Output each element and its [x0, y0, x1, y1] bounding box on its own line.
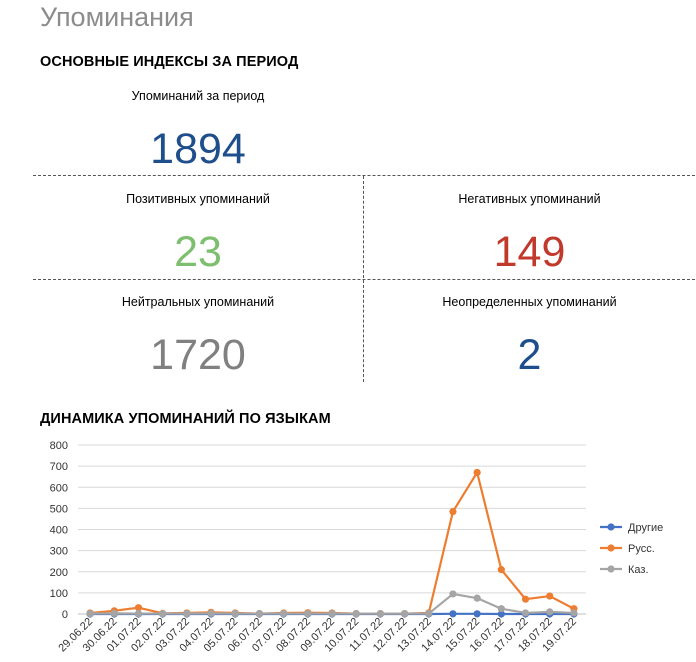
y-tick-label: 100: [50, 588, 68, 600]
undefined-mentions-value: 2: [517, 331, 542, 379]
positive-mentions-value: 23: [174, 228, 222, 276]
data-point: [497, 605, 505, 613]
data-point: [352, 609, 360, 618]
y-tick-label: 600: [50, 482, 68, 494]
divider-horizontal-top: [33, 175, 695, 176]
undefined-mentions-label: Неопределенных упоминаний: [442, 295, 617, 309]
page-title: Упоминания: [40, 2, 194, 32]
divider-horizontal-middle: [33, 279, 695, 280]
chart-grid: [78, 444, 586, 615]
data-point: [425, 609, 433, 618]
data-point: [570, 609, 578, 617]
legend-label: Каз.: [628, 564, 649, 576]
negative-mentions-label: Негативных упоминаний: [458, 192, 601, 206]
data-point: [328, 609, 336, 618]
data-point: [159, 609, 167, 618]
data-point: [449, 507, 457, 516]
series-3: [86, 590, 578, 618]
chart-series: [86, 468, 578, 618]
y-tick-label: 300: [50, 546, 68, 558]
data-point: [304, 609, 312, 618]
legend-label: Другие: [628, 522, 663, 534]
data-point: [280, 609, 288, 618]
legend-swatch-marker: [607, 544, 615, 552]
data-point: [183, 609, 191, 618]
data-point: [521, 595, 530, 603]
data-point: [497, 610, 505, 618]
data-point: [400, 609, 409, 618]
legend-swatch-marker: [607, 523, 615, 531]
data-point: [546, 592, 554, 600]
legend-swatch-marker: [607, 565, 615, 573]
data-point: [521, 609, 530, 617]
total-mentions-value: 1894: [150, 125, 246, 173]
negative-mentions-value: 149: [493, 228, 566, 276]
dynamics-heading: ДИНАМИКА УПОМИНАНИЙ ПО ЯЗЫКАМ: [40, 411, 331, 427]
series-2: [86, 468, 578, 618]
chart-y-axis: 0 100 200 300 400 500 600 700 800: [50, 440, 68, 621]
neutral-mentions-value: 1720: [150, 331, 246, 379]
language-dynamics-chart: 0 100 200 300 400 500 600 700 800 29.06.2230.06.…: [50, 440, 664, 654]
y-tick-label: 500: [50, 503, 68, 515]
data-point: [497, 566, 505, 574]
indices-heading: ОСНОВНЫЕ ИНДЕКСЫ ЗА ПЕРИОД: [40, 54, 299, 70]
data-point: [473, 468, 481, 477]
data-point: [449, 590, 457, 598]
data-point: [134, 609, 143, 618]
data-point: [207, 609, 215, 617]
data-point: [134, 604, 143, 612]
chart-legend: Другие Русс. Каз.: [600, 522, 663, 576]
positive-mentions-label: Позитивных упоминаний: [126, 192, 270, 206]
data-point: [376, 609, 384, 618]
data-point: [86, 609, 94, 618]
y-tick-label: 0: [62, 609, 68, 621]
y-tick-label: 800: [50, 440, 68, 452]
data-point: [546, 608, 554, 616]
data-point: [110, 609, 118, 617]
y-tick-label: 200: [50, 567, 68, 579]
data-point: [255, 609, 264, 618]
data-point: [473, 610, 481, 618]
data-point: [231, 609, 239, 618]
total-mentions-label: Упоминаний за период: [131, 89, 265, 103]
legend-label: Русс.: [628, 543, 655, 555]
y-tick-label: 400: [50, 525, 68, 537]
chart-x-axis: 29.06.2230.06.2201.07.2202.07.2203.07.22…: [56, 614, 579, 654]
y-tick-label: 700: [50, 461, 68, 473]
data-point: [449, 610, 457, 618]
data-point: [473, 594, 481, 602]
neutral-mentions-label: Нейтральных упоминаний: [121, 295, 275, 309]
